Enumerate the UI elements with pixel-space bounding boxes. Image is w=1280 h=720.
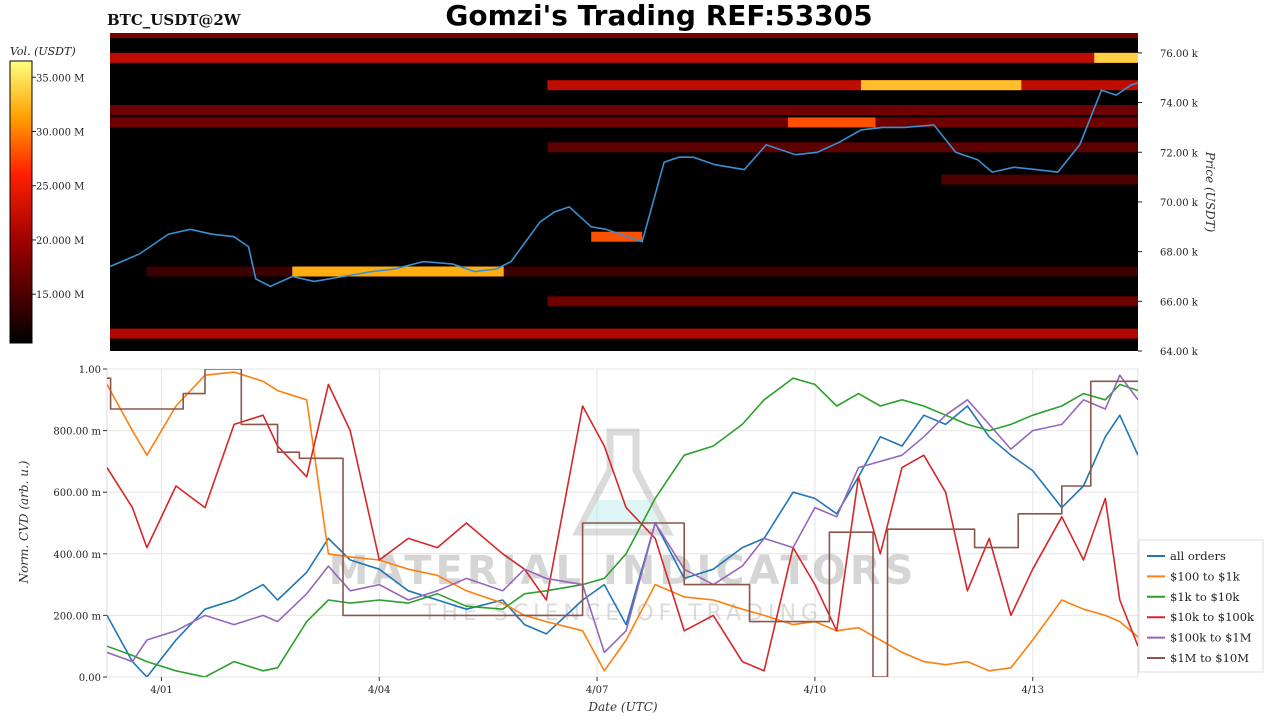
heatmap-hot-spot [591, 231, 643, 242]
cvd-y-tick-label: 400.00 m [53, 550, 101, 561]
heatmap-liquidity-band [110, 52, 1138, 63]
colorbar-tick-label: 25.000 M [36, 182, 84, 193]
cvd-series-line [107, 371, 1138, 672]
heatmap-liquidity-band [110, 33, 1138, 38]
cvd-y-tick-label: 600.00 m [53, 488, 101, 499]
price-tick-label: 68.00 k [1160, 248, 1199, 259]
cvd-y-tick-label: 0.00 [79, 673, 101, 684]
heatmap-liquidity-band [110, 328, 1138, 339]
heatmap-liquidity-band [146, 266, 1138, 277]
cvd-x-tick-label: 4/07 [586, 685, 608, 696]
legend-entry: $1k to $10k [1170, 590, 1240, 604]
cvd-y-axis-label: Norm. CVD (arb. u.) [17, 460, 31, 584]
heatmap-liquidity-band [547, 296, 1138, 307]
price-tick-label: 74.00 k [1160, 99, 1199, 110]
flask-liquid [584, 500, 662, 526]
heatmap-liquidity-band [547, 80, 1138, 91]
legend-entry: $10k to $100k [1170, 610, 1255, 624]
heatmap-hot-spot [1094, 52, 1138, 63]
price-tick-label: 64.00 k [1160, 347, 1199, 358]
heatmap-liquidity-band [941, 174, 1138, 185]
legend-entry: $1M to $10M [1170, 651, 1249, 665]
legend-entry: all orders [1170, 549, 1226, 563]
cvd-x-tick-label: 4/01 [150, 685, 172, 696]
colorbar-tick-label: 20.000 M [36, 236, 84, 247]
heatmap-liquidity-band [547, 142, 1138, 153]
cvd-series-line [107, 377, 1138, 677]
legend: all orders $100 to $1k $1k to $10k $10k to … [1138, 539, 1264, 673]
cvd-x-tick-label: 4/13 [1021, 685, 1043, 696]
legend-box [1138, 539, 1264, 673]
colorbar-tick-label: 30.000 M [36, 128, 84, 139]
symbol-label: BTC_USDT@2W [107, 11, 242, 29]
cvd-x-axis-label: Date (UTC) [587, 700, 657, 714]
price-line [110, 81, 1138, 288]
cvd-x-tick-label: 4/04 [368, 685, 390, 696]
colorbar-tick-label: 15.000 M [36, 290, 84, 301]
colorbar-tick-label: 35.000 M [36, 73, 84, 84]
cvd-panel: MATERIAL INDICATORS THE SCIENCE OF TRADI… [17, 365, 1139, 714]
flask-icon [572, 428, 674, 536]
heatmap-hot-spot [860, 80, 1022, 91]
cvd-series-line [107, 369, 1138, 677]
colorbar-label: Vol. (USDT) [10, 45, 76, 58]
cvd-y-tick-label: 800.00 m [53, 427, 101, 438]
price-tick-label: 72.00 k [1160, 148, 1199, 159]
heatmap-hot-spot [292, 266, 504, 277]
heatmap-hot-spot [788, 117, 876, 128]
heatmap-liquidity-band [110, 105, 1138, 116]
page-title: Gomzi's Trading REF:53305 [445, 0, 872, 32]
heatmap-panel: 64.00 k 66.00 k 68.00 k 70.00 k 72.00 k 74.00… [110, 33, 1217, 358]
price-tick-label: 76.00 k [1160, 49, 1199, 60]
price-tick-label: 66.00 k [1160, 297, 1199, 308]
cvd-x-tick-label: 4/10 [804, 685, 826, 696]
price-axis-label: Price (USDT) [1203, 151, 1217, 233]
cvd-y-tick-label: 1.00 [79, 365, 101, 376]
price-tick-label: 70.00 k [1160, 198, 1199, 209]
colorbar: Vol. (USDT) 15.000 M 20.000 M 25.000 M 30.0… [9, 45, 84, 344]
legend-entry: $100k to $1M [1170, 631, 1252, 645]
cvd-y-tick-label: 200.00 m [53, 611, 101, 622]
legend-entry: $100 to $1k [1170, 569, 1241, 583]
heatmap-liquidity-band [110, 117, 1138, 128]
colorbar-gradient [9, 60, 33, 344]
